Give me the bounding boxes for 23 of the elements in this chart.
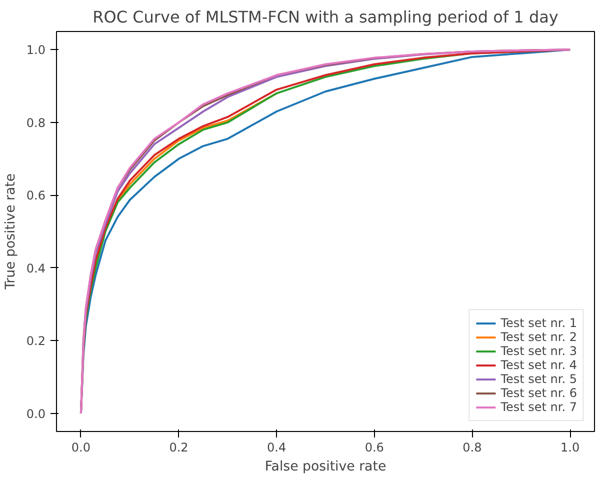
x-tick-label: 0.8 — [462, 440, 482, 454]
y-tick-label: 0.8 — [26, 116, 46, 130]
chart-title: ROC Curve of MLSTM-FCN with a sampling period of 1 day — [92, 8, 558, 26]
x-axis-title: False positive rate — [264, 460, 386, 474]
legend-label: Test set nr. 1 — [500, 316, 577, 330]
legend-label: Test set nr. 2 — [500, 330, 577, 344]
y-tick-label: 0.2 — [26, 334, 46, 348]
y-tick-label: 0.6 — [26, 188, 46, 203]
line-series — [80, 48, 572, 414]
y-tick-label: 0.0 — [26, 406, 46, 421]
legend-label: Test set nr. 3 — [500, 344, 577, 358]
x-tick-label: 0.2 — [169, 440, 188, 454]
x-tick-label: 0.6 — [364, 440, 384, 454]
x-tick-label: 0.0 — [71, 440, 91, 454]
legend-label: Test set nr. 7 — [500, 400, 577, 414]
y-tick-label: 0.4 — [26, 261, 46, 276]
x-tick-label: 1.0 — [560, 440, 580, 454]
x-tick-label: 0.4 — [267, 440, 286, 454]
y-tick-label: 1.0 — [26, 43, 46, 58]
legend-label: Test set nr. 5 — [500, 372, 577, 386]
legend-label: Test set nr. 6 — [500, 386, 577, 400]
y-axis-title: True positive rate — [3, 173, 18, 291]
legend-label: Test set nr. 4 — [500, 358, 577, 372]
